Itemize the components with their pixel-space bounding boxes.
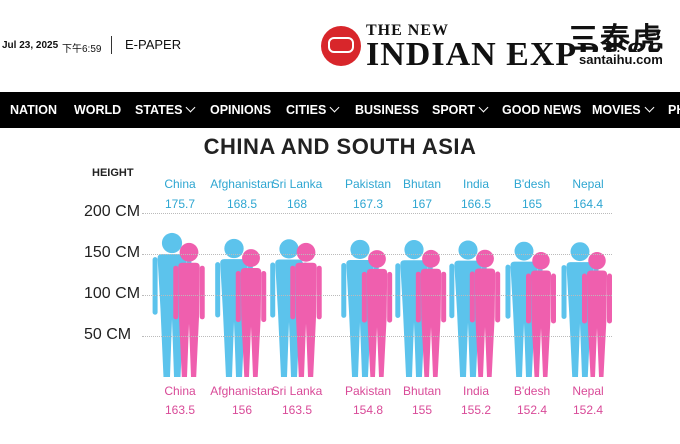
country-label-bottom: B'desh: [513, 384, 551, 398]
gridline: [142, 254, 612, 255]
site-header: Jul 23, 2025 下午6:59 E-PAPER THE NEW INDI…: [0, 0, 680, 92]
nav-item-label: PH: [668, 103, 680, 117]
female-height-label: 152.4: [516, 403, 548, 417]
y-tick-label: 200 CM: [84, 203, 141, 220]
nav-item-opinions[interactable]: OPINIONS: [210, 103, 271, 117]
chevron-down-icon: [478, 102, 489, 113]
nav-item-label: BUSINESS: [355, 103, 419, 117]
nav-item-label: NATION: [10, 103, 57, 117]
epaper-link[interactable]: E-PAPER: [125, 37, 182, 52]
country-label-top: Bhutan: [402, 177, 442, 191]
female-height-label: 163.5: [164, 403, 196, 417]
nav-item-label: OPINIONS: [210, 103, 272, 117]
female-height-label: 156: [231, 403, 253, 417]
nav-item-business[interactable]: BUSINESS: [355, 103, 419, 117]
main-nav: NATION WORLD STATES OPINIONS CITIES BUSINESS S…: [0, 92, 680, 128]
male-height-label: 167: [411, 197, 433, 211]
nav-item-nation[interactable]: NATION: [10, 103, 57, 117]
header-divider: [111, 36, 112, 54]
watermark-url: santaihu.com: [577, 52, 665, 67]
chevron-down-icon: [329, 102, 340, 113]
nav-item-label: SPORT: [432, 103, 476, 117]
logo-small-text[interactable]: THE NEW: [366, 22, 450, 39]
nav-item-sport[interactable]: SPORT: [432, 102, 489, 117]
country-label-bottom: Nepal: [572, 384, 604, 398]
infographic-title: CHINA AND SOUTH ASIA: [203, 134, 477, 159]
male-height-label: 167.3: [352, 197, 384, 211]
country-label-top: India: [462, 177, 490, 191]
header-time: 下午6:59: [62, 44, 102, 55]
female-height-label: 155: [411, 403, 433, 417]
nav-item-cities[interactable]: CITIES: [286, 102, 340, 117]
country-label-top: Sri Lanka: [271, 177, 323, 191]
country-label-top: Nepal: [572, 177, 604, 191]
gridline: [142, 213, 612, 214]
country-label-top: China: [164, 177, 196, 191]
watermark-chinese: 三泰虎: [568, 22, 664, 57]
country-label-bottom: China: [164, 384, 196, 398]
nav-item-label: STATES: [135, 103, 183, 117]
male-height-label: 168: [286, 197, 308, 211]
y-tick-label: 150 CM: [84, 244, 141, 261]
nav-item-ph[interactable]: PH: [668, 103, 680, 117]
female-height-label: 154.8: [352, 403, 384, 417]
nav-item-label: MOVIES: [592, 103, 641, 117]
nav-item-movies[interactable]: MOVIES: [592, 102, 655, 117]
male-height-label: 165: [521, 197, 543, 211]
height-axis-label: HEIGHT: [92, 167, 134, 179]
male-height-label: 168.5: [226, 197, 258, 211]
chevron-down-icon: [644, 102, 655, 113]
nav-item-label: GOOD NEWS: [502, 103, 582, 117]
nav-item-label: CITIES: [286, 103, 327, 117]
male-height-label: 175.7: [164, 197, 196, 211]
nav-item-states[interactable]: STATES: [135, 102, 196, 117]
nav-item-good-news[interactable]: GOOD NEWS: [502, 103, 581, 117]
country-label-top: Afghanistan: [210, 177, 274, 191]
male-height-label: 166.5: [460, 197, 492, 211]
country-label-bottom: Pakistan: [344, 384, 392, 398]
country-label-top: B'desh: [513, 177, 551, 191]
male-height-label: 164.4: [572, 197, 604, 211]
gridline: [142, 336, 612, 337]
y-tick-label: 50 CM: [84, 326, 132, 343]
nav-item-label: WORLD: [74, 103, 122, 117]
country-label-bottom: Sri Lanka: [271, 384, 323, 398]
female-height-label: 155.2: [460, 403, 492, 417]
logo-seal-icon[interactable]: [321, 26, 361, 66]
country-label-bottom: Bhutan: [402, 384, 442, 398]
gridline: [142, 295, 612, 296]
female-height-label: 152.4: [572, 403, 604, 417]
country-label-bottom: Afghanistan: [210, 384, 274, 398]
country-label-bottom: India: [462, 384, 490, 398]
y-tick-label: 100 CM: [84, 285, 141, 302]
nav-item-world[interactable]: WORLD: [74, 103, 121, 117]
header-date: Jul 23, 2025: [2, 40, 59, 51]
female-height-label: 163.5: [281, 403, 313, 417]
country-label-top: Pakistan: [344, 177, 392, 191]
chevron-down-icon: [186, 102, 196, 113]
